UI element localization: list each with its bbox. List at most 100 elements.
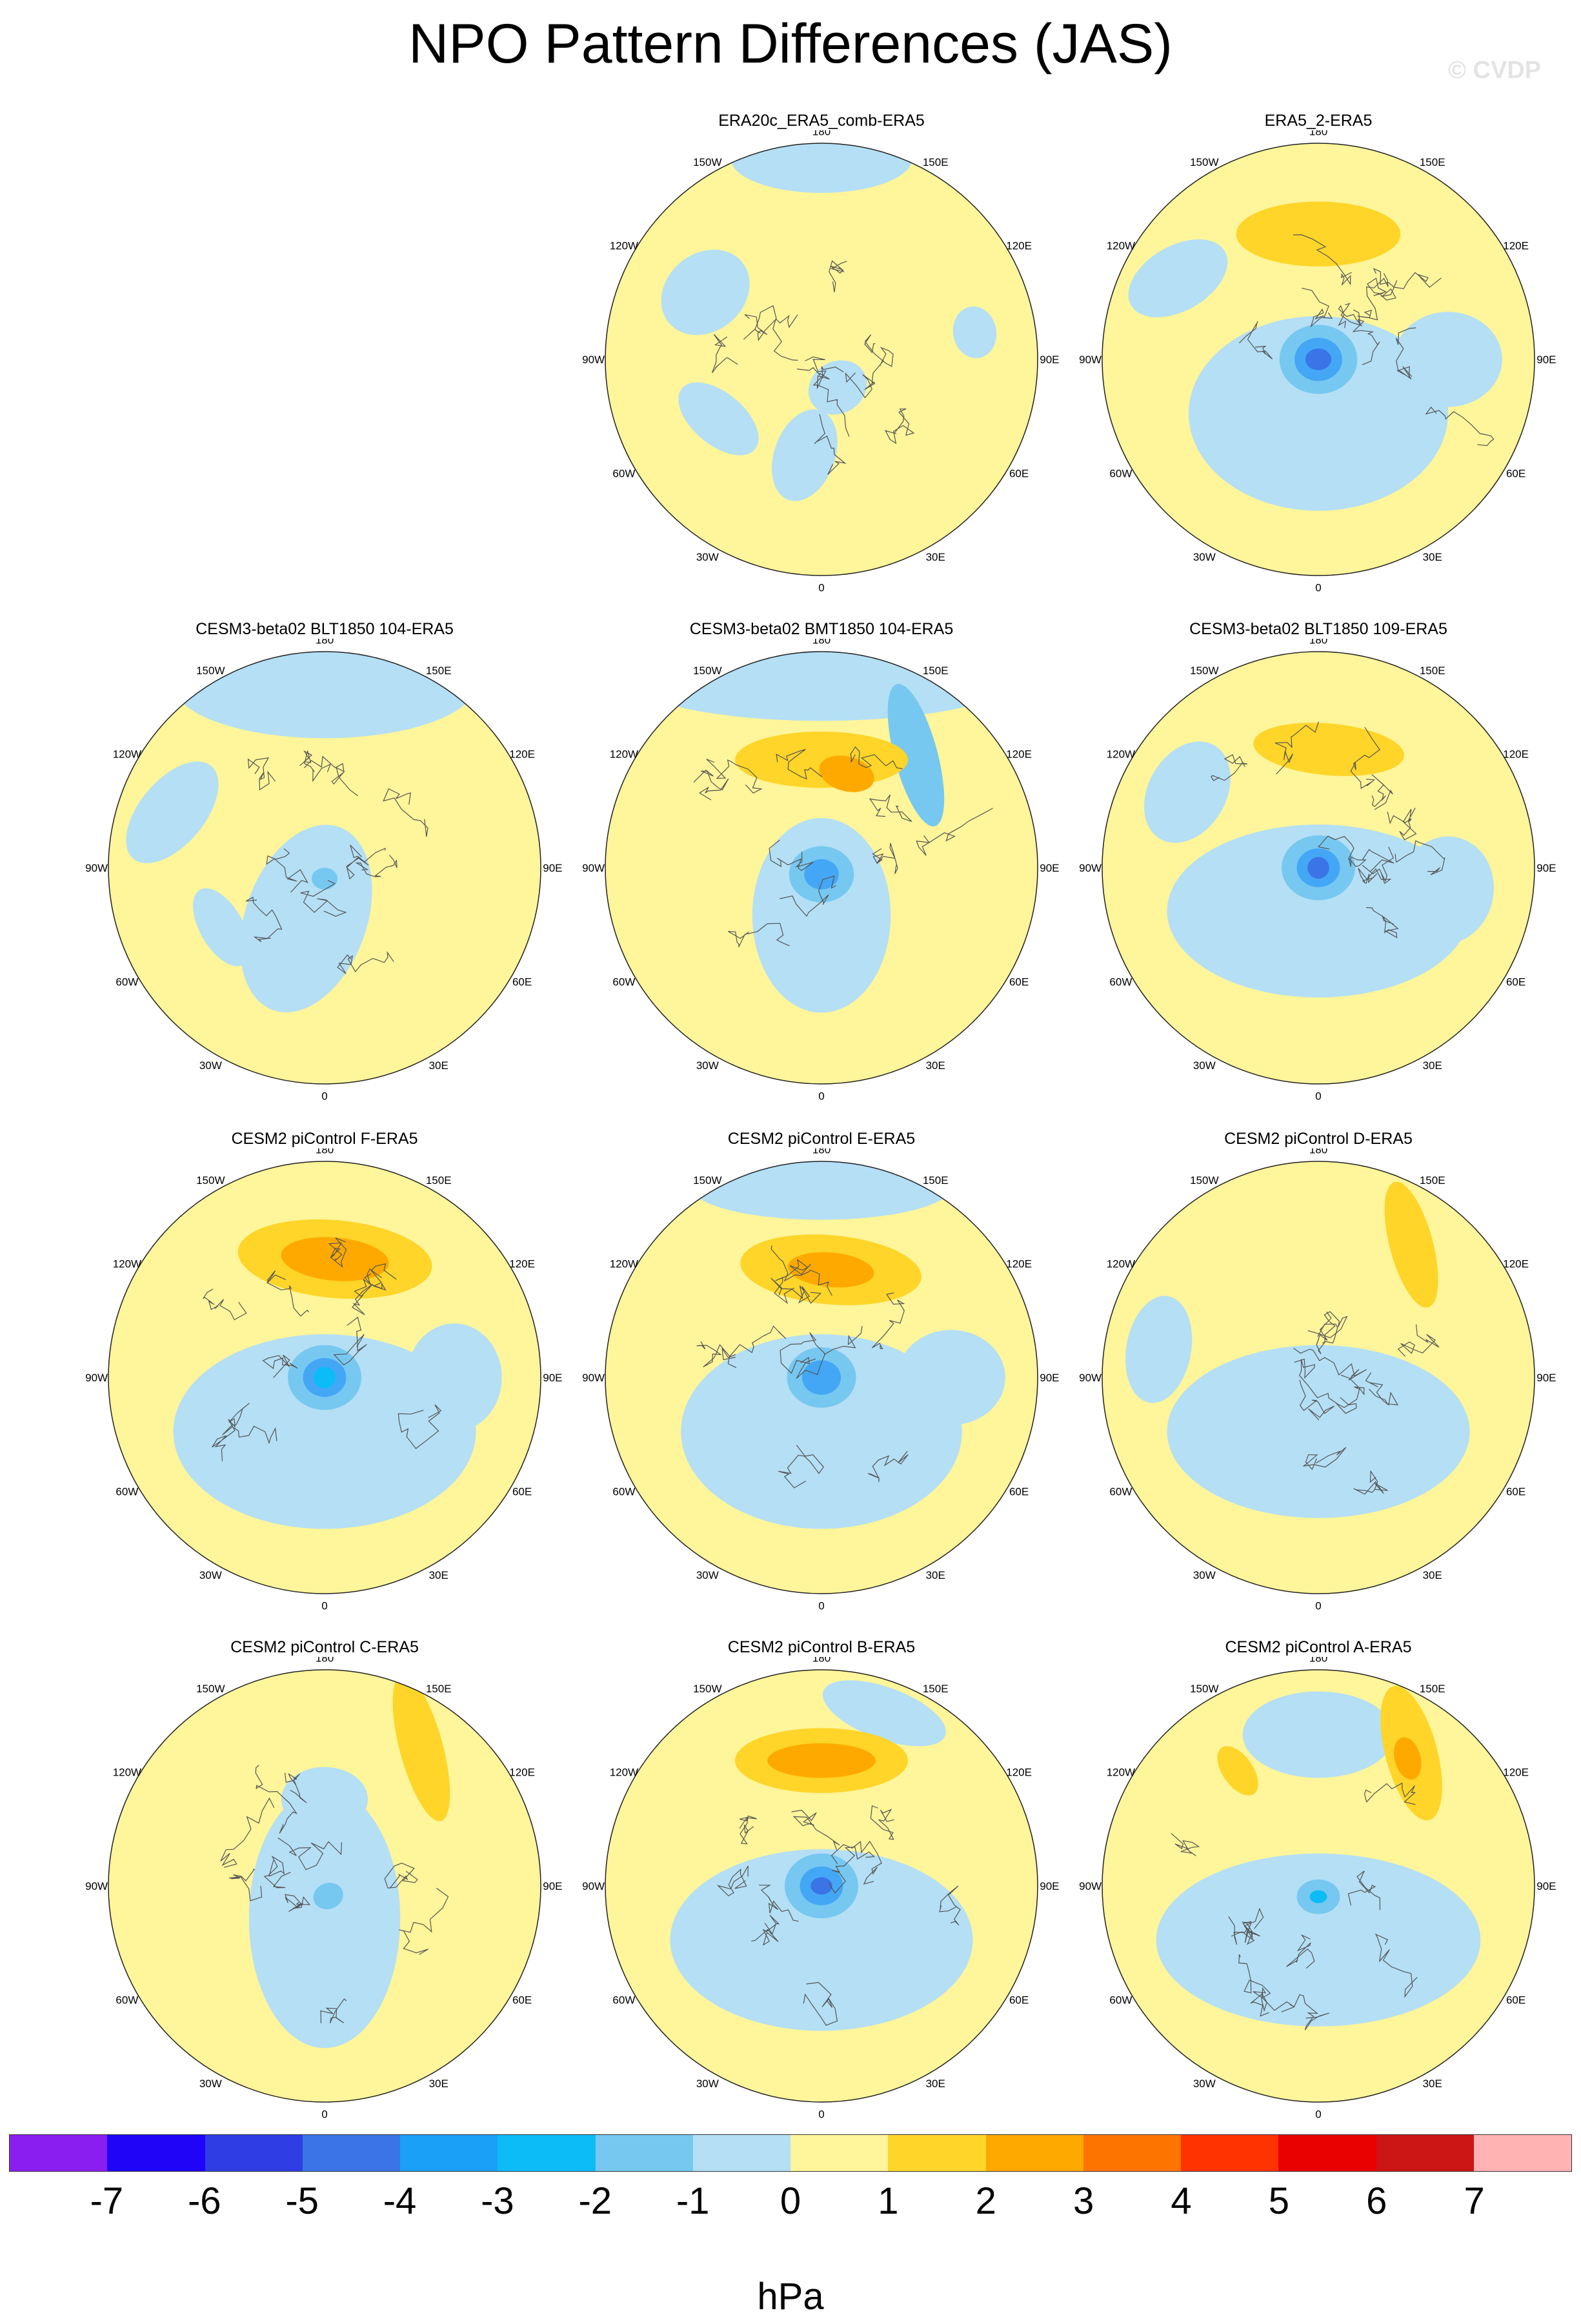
colorbar-tick-label: -2: [578, 2180, 612, 2222]
anomaly-region: [1384, 1181, 1438, 1308]
longitude-label: 0: [321, 1599, 327, 1612]
colorbar-box: [10, 2135, 108, 2171]
longitude-label: 90E: [1040, 1372, 1059, 1384]
polar-map: 180 150E 120E 90E 60E 30E 0 30W 60W 90W 120W 150W: [85, 1148, 562, 1612]
longitude-label: 0: [321, 2108, 327, 2120]
longitude-label: 30E: [429, 1569, 448, 1581]
longitude-label: 120W: [610, 1257, 638, 1270]
colorbar-tick-label: -5: [285, 2180, 319, 2222]
longitude-label: 90W: [1079, 354, 1102, 366]
colorbar-tick-label: -7: [90, 2180, 124, 2222]
longitude-label: 120E: [509, 1766, 535, 1778]
anomaly-region: [1167, 825, 1470, 997]
anomaly-region: [681, 1334, 962, 1529]
panel-title: ERA5_2-ERA5: [1264, 112, 1373, 130]
longitude-label: 120E: [1503, 748, 1529, 760]
longitude-label: 60W: [1109, 1994, 1132, 2007]
anomaly-region: [811, 1877, 832, 1895]
map-panel: CESM3-beta02 BLT1850 109-ERA5 180 150E 120E…: [1070, 619, 1567, 1116]
longitude-label: 90W: [85, 862, 108, 874]
anomaly-region: [1253, 723, 1404, 776]
colorbar-box: [107, 2135, 205, 2171]
coastline: [1293, 1311, 1440, 1495]
anomaly-region: [887, 684, 945, 826]
longitude-label: 150E: [426, 1683, 452, 1695]
anomaly-region: [1307, 857, 1329, 879]
longitude-label: 0: [1315, 2108, 1321, 2120]
longitude-label: 60E: [1009, 1486, 1029, 1498]
colorbar-box: [498, 2135, 596, 2171]
anomaly-region: [193, 888, 250, 967]
anomaly-region: [897, 1330, 1005, 1425]
anomaly-region: [1242, 1691, 1395, 1778]
longitude-label: 30W: [1193, 551, 1216, 563]
anomaly-region: [407, 1323, 502, 1432]
longitude-label: 0: [1315, 1599, 1321, 1612]
anomaly-region: [173, 1334, 476, 1529]
anomaly-region: [735, 731, 908, 788]
anomaly-region: [1394, 312, 1502, 407]
anomaly-region: [311, 868, 338, 890]
panel-title: ERA20c_ERA5_comb-ERA5: [718, 112, 925, 130]
longitude-label: 30E: [1423, 1059, 1442, 1072]
longitude-label: 0: [321, 1090, 327, 1102]
anomaly-region: [1305, 348, 1332, 370]
map-border: [108, 1669, 541, 2103]
longitude-label: 60W: [116, 976, 138, 988]
anomaly-region: [730, 143, 912, 193]
longitude-label: 90E: [1536, 1372, 1556, 1384]
longitude-label: 180: [812, 1657, 831, 1665]
longitude-label: 30E: [1423, 551, 1442, 563]
longitude-label: 180: [316, 639, 334, 646]
longitude-label: 90W: [1079, 862, 1102, 874]
polar-map: 180 150E 120E 90E 60E 30E 0 30W 60W 90W 120W 150W: [1079, 639, 1556, 1102]
longitude-label: 120W: [113, 1766, 141, 1778]
anomaly-region: [772, 409, 838, 501]
longitude-label: 120W: [113, 1257, 141, 1270]
longitude-label: 150W: [693, 156, 721, 168]
longitude-label: 30E: [926, 1569, 945, 1581]
longitude-label: 60W: [1109, 468, 1132, 480]
longitude-label: 30W: [696, 1569, 719, 1581]
colorbar-tick-label: -6: [187, 2180, 221, 2222]
longitude-label: 90W: [85, 1372, 108, 1384]
map-panel: CESM2 piControl A-ERA5 180 150E 120E 90E 60E 3…: [1070, 1638, 1567, 2134]
longitude-label: 60E: [512, 1486, 532, 1498]
colorbar-tick-label: -4: [383, 2180, 417, 2222]
anomaly-region: [281, 1237, 389, 1281]
longitude-label: 120E: [1006, 748, 1032, 760]
longitude-label: 30W: [199, 2078, 222, 2090]
colorbar-tick-label: 5: [1268, 2180, 1290, 2222]
longitude-label: 60E: [1009, 1994, 1029, 2007]
longitude-label: 60W: [116, 1994, 138, 2007]
longitude-label: 60W: [612, 976, 635, 988]
longitude-label: 90E: [1536, 354, 1556, 366]
colorbar-box: [1376, 2135, 1474, 2171]
map-border: [1102, 651, 1535, 1085]
anomaly-region: [126, 761, 219, 863]
longitude-label: 60E: [1506, 976, 1526, 988]
longitude-label: 150E: [923, 1683, 949, 1695]
longitude-label: 150W: [693, 1174, 721, 1187]
longitude-label: 150W: [693, 665, 721, 677]
coastline: [220, 1765, 449, 2024]
panel-title: CESM2 piControl D-ERA5: [1224, 1130, 1413, 1148]
anomaly-region: [1309, 1890, 1327, 1903]
coastline: [696, 1245, 909, 1488]
colorbar-box: [1473, 2135, 1571, 2171]
longitude-label: 180: [316, 1657, 334, 1665]
map-border: [1102, 1669, 1535, 2103]
longitude-label: 60E: [512, 1994, 532, 2007]
longitude-label: 150E: [1420, 1683, 1445, 1695]
colorbar-tick-label: -3: [481, 2180, 514, 2222]
longitude-label: 150W: [196, 1683, 225, 1695]
anomaly-region: [752, 817, 891, 1013]
longitude-label: 150W: [1190, 156, 1218, 168]
coastline: [1210, 721, 1445, 939]
longitude-label: 180: [1309, 1148, 1327, 1156]
anomaly-region: [1217, 1746, 1258, 1796]
longitude-label: 30E: [926, 1059, 945, 1072]
map-panel: CESM2 piControl B-ERA5 180 150E 120E 90E 60E 3…: [573, 1638, 1070, 2134]
longitude-label: 0: [818, 581, 824, 594]
anomaly-region: [661, 249, 750, 336]
